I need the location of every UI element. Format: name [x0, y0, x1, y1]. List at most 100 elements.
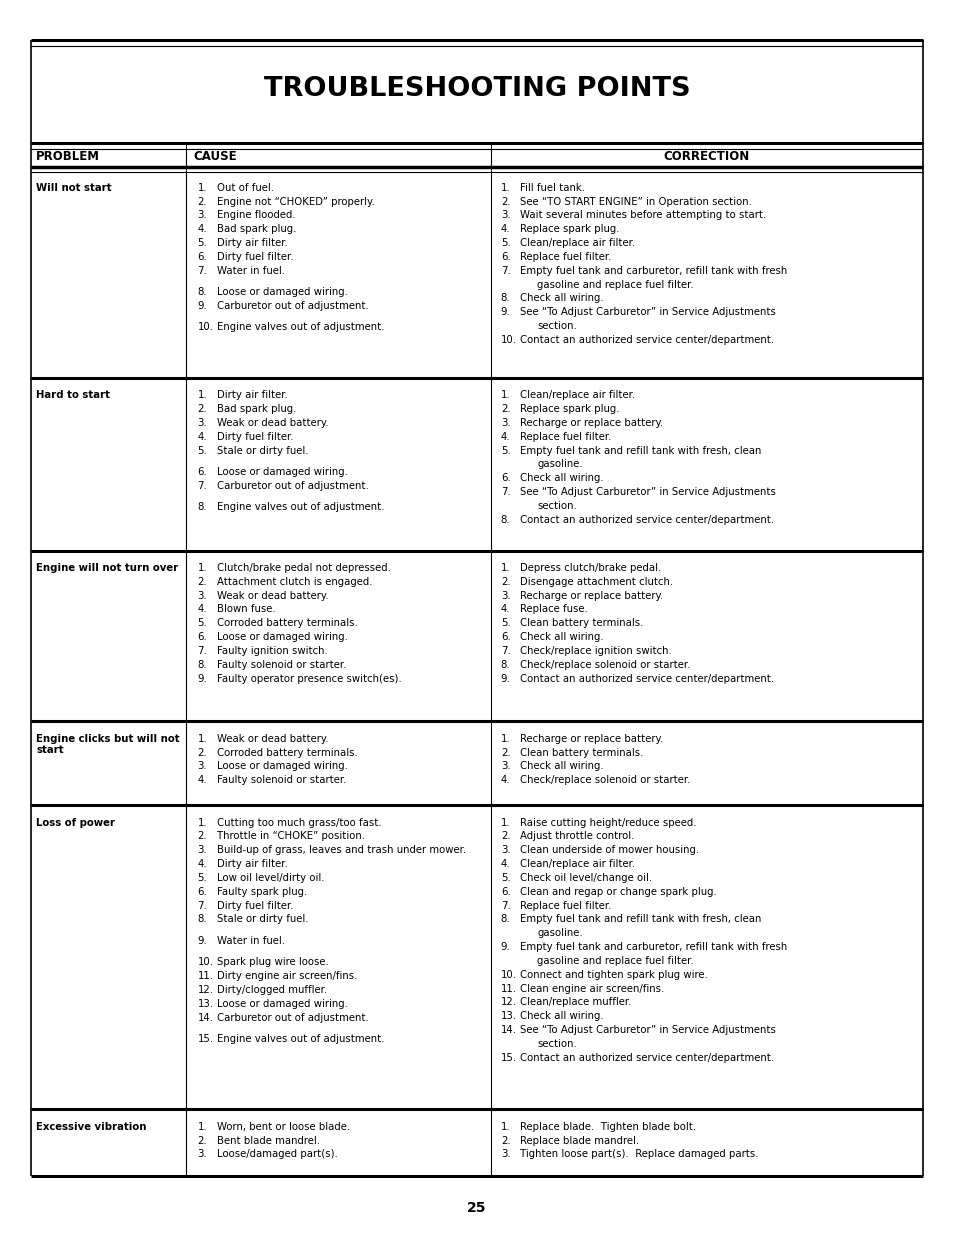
Text: 7.: 7.	[500, 266, 510, 275]
Text: 2.: 2.	[197, 1136, 207, 1146]
Text: Wait several minutes before attempting to start.: Wait several minutes before attempting t…	[519, 210, 765, 220]
Text: Stale or dirty fuel.: Stale or dirty fuel.	[216, 446, 308, 456]
Text: Excessive vibration: Excessive vibration	[36, 1121, 147, 1131]
Text: 9.: 9.	[197, 936, 207, 946]
Text: 7.: 7.	[197, 646, 207, 656]
Text: Clean battery terminals.: Clean battery terminals.	[519, 619, 642, 629]
Text: Fill fuel tank.: Fill fuel tank.	[519, 183, 584, 193]
Text: Loose or damaged wiring.: Loose or damaged wiring.	[216, 632, 347, 642]
Text: 4.: 4.	[197, 860, 207, 869]
Text: 1.: 1.	[500, 1121, 510, 1131]
Text: 9.: 9.	[197, 301, 207, 311]
Text: Loose/damaged part(s).: Loose/damaged part(s).	[216, 1150, 337, 1160]
Text: 4.: 4.	[500, 604, 510, 615]
Text: gasoline and replace fuel filter.: gasoline and replace fuel filter.	[537, 956, 693, 966]
Text: Check/replace solenoid or starter.: Check/replace solenoid or starter.	[519, 776, 690, 785]
Text: Bad spark plug.: Bad spark plug.	[216, 225, 295, 235]
Text: 2.: 2.	[500, 196, 510, 206]
Text: PROBLEM: PROBLEM	[36, 151, 100, 163]
Text: 7.: 7.	[500, 487, 510, 498]
Text: Faulty operator presence switch(es).: Faulty operator presence switch(es).	[216, 673, 401, 684]
Text: Dirty/clogged muffler.: Dirty/clogged muffler.	[216, 984, 326, 995]
Text: Bad spark plug.: Bad spark plug.	[216, 404, 295, 414]
Text: 3.: 3.	[197, 590, 207, 600]
Text: 2.: 2.	[500, 747, 510, 757]
Text: 3.: 3.	[500, 590, 510, 600]
Text: 12.: 12.	[500, 998, 517, 1008]
Text: Clutch/brake pedal not depressed.: Clutch/brake pedal not depressed.	[216, 563, 390, 573]
Text: See “To Adjust Carburetor” in Service Adjustments: See “To Adjust Carburetor” in Service Ad…	[519, 1025, 775, 1035]
Text: Dirty fuel filter.: Dirty fuel filter.	[216, 252, 293, 262]
Text: Loose or damaged wiring.: Loose or damaged wiring.	[216, 467, 347, 477]
Text: 3.: 3.	[197, 762, 207, 772]
Text: Throttle in “CHOKE” position.: Throttle in “CHOKE” position.	[216, 831, 364, 841]
Text: 9.: 9.	[197, 673, 207, 684]
Text: 5.: 5.	[500, 619, 510, 629]
Text: Corroded battery terminals.: Corroded battery terminals.	[216, 619, 357, 629]
Text: 11.: 11.	[197, 971, 213, 981]
Text: Engine not “CHOKED” properly.: Engine not “CHOKED” properly.	[216, 196, 374, 206]
Text: Replace blade.  Tighten blade bolt.: Replace blade. Tighten blade bolt.	[519, 1121, 696, 1131]
Text: Dirty air filter.: Dirty air filter.	[216, 860, 287, 869]
Text: Dirty engine air screen/fins.: Dirty engine air screen/fins.	[216, 971, 356, 981]
Text: Raise cutting height/reduce speed.: Raise cutting height/reduce speed.	[519, 818, 696, 827]
Text: Will not start: Will not start	[36, 183, 112, 193]
Text: 1.: 1.	[197, 1121, 207, 1131]
Text: Dirty fuel filter.: Dirty fuel filter.	[216, 900, 293, 910]
Text: 1.: 1.	[500, 818, 510, 827]
Text: Check all wiring.: Check all wiring.	[519, 473, 603, 483]
Text: Contact an authorized service center/department.: Contact an authorized service center/dep…	[519, 515, 773, 525]
Text: Replace fuel filter.: Replace fuel filter.	[519, 900, 611, 910]
Text: Attachment clutch is engaged.: Attachment clutch is engaged.	[216, 577, 372, 587]
Text: 5.: 5.	[197, 238, 207, 248]
Text: 7.: 7.	[197, 266, 207, 275]
Text: Hard to start: Hard to start	[36, 390, 111, 400]
Text: Clean/replace air filter.: Clean/replace air filter.	[519, 860, 635, 869]
Text: gasoline.: gasoline.	[537, 929, 582, 939]
Text: 7.: 7.	[197, 480, 207, 490]
Text: Contact an authorized service center/department.: Contact an authorized service center/dep…	[519, 1052, 773, 1062]
Text: Connect and tighten spark plug wire.: Connect and tighten spark plug wire.	[519, 969, 707, 979]
Text: 1.: 1.	[197, 734, 207, 743]
Text: 3.: 3.	[500, 845, 510, 855]
Text: 1.: 1.	[500, 183, 510, 193]
Text: Carburetor out of adjustment.: Carburetor out of adjustment.	[216, 1013, 368, 1023]
Text: Empty fuel tank and carburetor, refill tank with fresh: Empty fuel tank and carburetor, refill t…	[519, 266, 786, 275]
Text: Carburetor out of adjustment.: Carburetor out of adjustment.	[216, 480, 368, 490]
Text: 2.: 2.	[197, 831, 207, 841]
Text: 6.: 6.	[500, 632, 510, 642]
Text: Clean battery terminals.: Clean battery terminals.	[519, 747, 642, 757]
Text: 9.: 9.	[500, 942, 510, 952]
Text: Recharge or replace battery.: Recharge or replace battery.	[519, 417, 662, 429]
Text: 2.: 2.	[500, 831, 510, 841]
Text: 12.: 12.	[197, 984, 213, 995]
Text: 6.: 6.	[197, 252, 207, 262]
Text: 9.: 9.	[500, 673, 510, 684]
Text: CORRECTION: CORRECTION	[663, 151, 749, 163]
Text: gasoline and replace fuel filter.: gasoline and replace fuel filter.	[537, 279, 693, 289]
Text: 3.: 3.	[197, 845, 207, 855]
Text: Bent blade mandrel.: Bent blade mandrel.	[216, 1136, 319, 1146]
Text: Worn, bent or loose blade.: Worn, bent or loose blade.	[216, 1121, 350, 1131]
Text: 7.: 7.	[197, 900, 207, 910]
Text: 4.: 4.	[197, 776, 207, 785]
Text: 6.: 6.	[500, 887, 510, 897]
Text: 4.: 4.	[197, 432, 207, 442]
Text: Engine flooded.: Engine flooded.	[216, 210, 294, 220]
Text: Dirty air filter.: Dirty air filter.	[216, 390, 287, 400]
Text: Empty fuel tank and refill tank with fresh, clean: Empty fuel tank and refill tank with fre…	[519, 446, 760, 456]
Text: Clean/replace muffler.: Clean/replace muffler.	[519, 998, 631, 1008]
Text: Check oil level/change oil.: Check oil level/change oil.	[519, 873, 651, 883]
Text: 5.: 5.	[500, 238, 510, 248]
Text: Engine valves out of adjustment.: Engine valves out of adjustment.	[216, 503, 384, 513]
Text: 13.: 13.	[500, 1011, 517, 1021]
Text: 4.: 4.	[500, 432, 510, 442]
Text: section.: section.	[537, 1039, 577, 1049]
Text: 10.: 10.	[500, 335, 517, 345]
Text: 5.: 5.	[500, 446, 510, 456]
Text: Water in fuel.: Water in fuel.	[216, 266, 284, 275]
Text: 1.: 1.	[500, 563, 510, 573]
Text: 1.: 1.	[197, 818, 207, 827]
Text: 11.: 11.	[500, 983, 517, 993]
Text: Dirty fuel filter.: Dirty fuel filter.	[216, 432, 293, 442]
